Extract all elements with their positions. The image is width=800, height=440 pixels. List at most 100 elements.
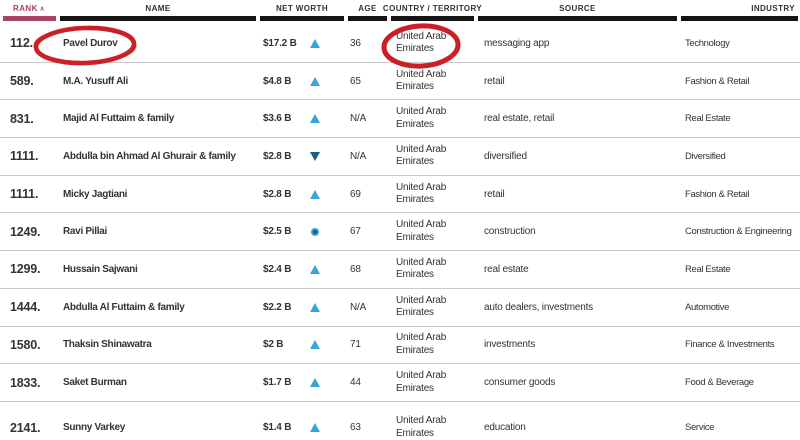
net-worth-value: $2.8 B xyxy=(263,150,292,162)
country-cell: United Arab Emirates xyxy=(396,256,447,281)
name-link[interactable]: M.A. Yusuff Ali xyxy=(63,75,128,87)
trend-up-icon xyxy=(310,302,320,312)
industry-cell: Diversified xyxy=(685,150,726,162)
age-cell: 44 xyxy=(350,377,361,389)
table-row[interactable]: 1299. Hussain Sajwani $2.4 B 68 United Arab … xyxy=(0,251,800,289)
column-header-label: NET WORTH xyxy=(275,4,329,13)
column-header-underline xyxy=(681,16,798,21)
age-cell: N/A xyxy=(350,150,367,162)
table-row[interactable]: 589. M.A. Yusuff Ali $4.8 B 65 United Arab E… xyxy=(0,62,800,101)
source-cell: real estate, retail xyxy=(484,113,555,125)
industry-cell: Real Estate xyxy=(685,263,731,275)
net-worth-value: $2.2 B xyxy=(263,301,292,313)
trend-up-icon xyxy=(310,114,320,124)
age-cell: 67 xyxy=(350,226,361,238)
country-cell: United Arab Emirates xyxy=(396,68,447,93)
net-worth-value: $2.4 B xyxy=(263,263,292,275)
rank-cell: 1580. xyxy=(10,337,41,352)
name-link[interactable]: Majid Al Futtaim & family xyxy=(63,113,175,125)
source-cell: diversified xyxy=(484,150,527,162)
table-header-row: RANK ∧ NAME NET WORTH AGE COUNTRY / TERRITORY… xyxy=(0,0,800,25)
country-cell: United Arab Emirates xyxy=(396,181,447,206)
industry-cell: Finance & Investments xyxy=(685,339,775,351)
industry-cell: Service xyxy=(685,422,715,434)
trend-unchanged-icon xyxy=(311,227,319,236)
net-worth-value: $1.7 B xyxy=(263,377,292,389)
name-link[interactable]: Micky Jagtiani xyxy=(63,188,128,200)
name-link[interactable]: Pavel Durov xyxy=(63,37,118,49)
column-header-country[interactable]: COUNTRY / TERRITORY xyxy=(383,0,482,25)
net-worth-cell: $2.4 B xyxy=(258,264,346,275)
table-row[interactable]: 831. Majid Al Futtaim & family $3.6 B N/A Un… xyxy=(0,100,800,139)
table-row[interactable]: 1249. Ravi Pillai $2.5 B 67 United Arab Emir… xyxy=(0,213,800,252)
column-header-industry[interactable]: INDUSTRY xyxy=(679,0,800,25)
age-cell: 36 xyxy=(350,37,361,49)
industry-cell: Food & Beverage xyxy=(685,377,754,389)
rank-cell: 1299. xyxy=(10,262,41,277)
net-worth-value: $2 B xyxy=(263,339,284,351)
trend-up-icon xyxy=(310,264,320,274)
country-cell: United Arab Emirates xyxy=(396,370,447,394)
table-row[interactable]: 2141. Sunny Varkey $1.4 B 63 United Arab Emi… xyxy=(0,401,800,440)
name-link[interactable]: Ravi Pillai xyxy=(63,226,107,238)
country-cell: United Arab Emirates xyxy=(396,106,447,130)
net-worth-value: $17.2 B xyxy=(263,37,297,49)
source-cell: construction xyxy=(484,226,536,238)
trend-up-icon xyxy=(310,340,320,350)
country-cell: United Arab Emirates xyxy=(396,219,447,243)
column-header-name[interactable]: NAME xyxy=(58,0,258,25)
column-header-rank[interactable]: RANK ∧ xyxy=(0,0,58,25)
rank-cell: 1833. xyxy=(10,375,41,390)
age-cell: 68 xyxy=(350,263,361,275)
sort-ascending-icon: ∧ xyxy=(39,5,45,13)
column-header-label: INDUSTRY xyxy=(751,4,795,13)
net-worth-value: $1.4 B xyxy=(263,422,292,434)
name-link[interactable]: Sunny Varkey xyxy=(63,422,125,434)
industry-cell: Fashion & Retail xyxy=(685,75,750,87)
table-row[interactable]: 1111. Abdulla bin Ahmad Al Ghurair & fami… xyxy=(0,138,800,176)
source-cell: messaging app xyxy=(484,37,550,49)
table-body: 112. Pavel Durov $17.2 B 36 United Arab Emir… xyxy=(0,25,800,440)
rank-cell: 1249. xyxy=(10,224,41,239)
table-row[interactable]: 1444. Abdulla Al Futtaim & family $2.2 B N/… xyxy=(0,288,800,327)
rank-cell: 831. xyxy=(10,111,34,126)
age-cell: 63 xyxy=(350,422,361,434)
rank-cell: 2141. xyxy=(10,420,41,435)
table-row[interactable]: 1111. Micky Jagtiani $2.8 B 69 United Arab E… xyxy=(0,175,800,214)
rank-cell: 589. xyxy=(10,74,34,89)
column-header-underline xyxy=(3,16,56,21)
name-link[interactable]: Abdulla bin Ahmad Al Ghurair & family xyxy=(63,150,236,162)
column-header-label: NAME xyxy=(145,4,171,13)
country-cell: United Arab Emirates xyxy=(396,30,447,55)
column-header-underline xyxy=(478,16,677,21)
column-header-net_worth[interactable]: NET WORTH xyxy=(258,0,346,25)
trend-up-icon xyxy=(310,378,320,388)
net-worth-cell: $2.8 B xyxy=(258,189,346,200)
net-worth-cell: $1.7 B xyxy=(258,377,346,388)
net-worth-cell: $2.2 B xyxy=(258,302,346,313)
trend-down-icon xyxy=(310,151,320,161)
name-link[interactable]: Saket Burman xyxy=(63,377,127,389)
net-worth-cell: $4.8 B xyxy=(258,76,346,87)
age-cell: N/A xyxy=(350,113,367,125)
net-worth-value: $2.8 B xyxy=(263,188,292,200)
net-worth-value: $3.6 B xyxy=(263,113,292,125)
source-cell: retail xyxy=(484,188,505,200)
trend-up-icon xyxy=(310,38,320,48)
column-header-age[interactable]: AGE xyxy=(346,0,389,25)
name-link[interactable]: Thaksin Shinawatra xyxy=(63,339,152,351)
industry-cell: Construction & Engineering xyxy=(685,226,792,238)
source-cell: auto dealers, investments xyxy=(484,301,593,313)
table-row[interactable]: 1833. Saket Burman $1.7 B 44 United Arab Emi… xyxy=(0,364,800,402)
column-header-source[interactable]: SOURCE xyxy=(476,0,679,25)
column-header-underline xyxy=(260,16,344,21)
table-row[interactable]: 112. Pavel Durov $17.2 B 36 United Arab Emir… xyxy=(0,25,800,63)
table-row[interactable]: 1580. Thaksin Shinawatra $2 B 71 United Arab… xyxy=(0,326,800,365)
age-cell: 69 xyxy=(350,188,361,200)
name-link[interactable]: Abdulla Al Futtaim & family xyxy=(63,301,185,313)
trend-up-icon xyxy=(310,189,320,199)
name-link[interactable]: Hussain Sajwani xyxy=(63,263,138,275)
column-header-underline xyxy=(348,16,387,21)
industry-cell: Fashion & Retail xyxy=(685,188,750,200)
industry-cell: Technology xyxy=(685,37,730,49)
